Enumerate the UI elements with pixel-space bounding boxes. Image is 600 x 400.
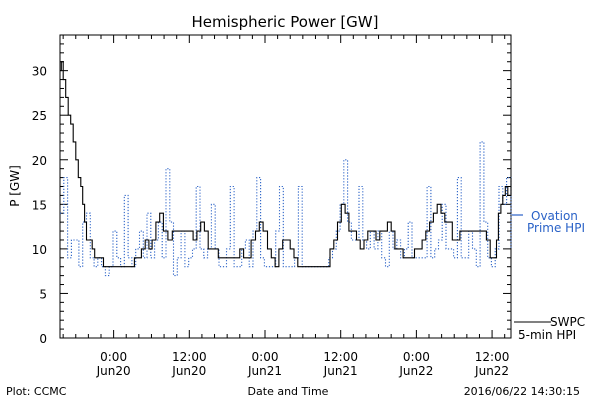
ovation-hpi-line [60, 141, 512, 277]
swpc-hpi-line [60, 61, 512, 268]
y-tick-label: 30 [32, 65, 47, 79]
y-tick-label: 15 [32, 198, 47, 212]
chart-title: Hemispheric Power [GW] [192, 13, 379, 31]
y-axis-label: P [GW] [8, 165, 22, 207]
legend: Ovation Prime HPI SWPC 5-min HPI [512, 209, 585, 342]
footer-timestamp: 2016/06/22 14:30:15 [464, 385, 580, 398]
y-tick-label: 5 [39, 287, 47, 301]
x-tick-date-label: Jun21 [247, 364, 282, 378]
x-tick-time-label: 0:00 [403, 350, 430, 364]
y-tick-label: 10 [32, 243, 47, 257]
plot-frame [59, 34, 512, 339]
x-tick-date-label: Jun20 [96, 364, 131, 378]
y-axis: 0 5 10 15 20 25 30 [32, 34, 511, 346]
x-tick-time-label: 12:00 [475, 350, 510, 364]
x-tick-time-label: 12:00 [323, 350, 358, 364]
y-tick-label: 0 [39, 332, 47, 346]
legend-swpc-label: SWPC [550, 315, 585, 329]
x-tick-date-label: Jun21 [323, 364, 358, 378]
legend-swpc-label-2: 5-min HPI [518, 328, 576, 342]
x-axis: 0:00Jun2012:00Jun200:00Jun2112:00Jun210:… [62, 35, 510, 378]
x-tick-time-label: 0:00 [100, 350, 127, 364]
x-axis-label: Date and Time [248, 385, 329, 398]
y-tick-label: 20 [32, 154, 47, 168]
footer-credit: Plot: CCMC [6, 385, 67, 398]
x-tick-date-label: Jun22 [398, 364, 433, 378]
legend-ovation-label: Ovation [531, 209, 578, 223]
legend-ovation-label-2: Prime HPI [527, 221, 585, 235]
x-tick-time-label: 0:00 [252, 350, 279, 364]
y-tick-label: 25 [32, 109, 47, 123]
x-tick-time-label: 12:00 [172, 350, 207, 364]
x-tick-date-label: Jun22 [474, 364, 509, 378]
x-tick-date-label: Jun20 [171, 364, 206, 378]
series-layer [60, 61, 512, 277]
